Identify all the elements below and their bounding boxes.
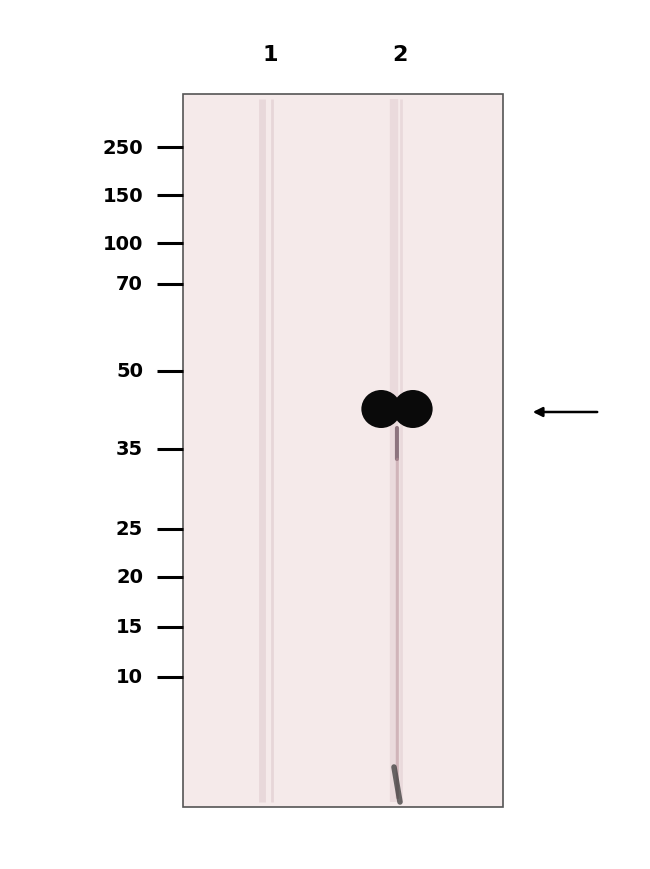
Text: 100: 100 bbox=[103, 235, 143, 253]
Ellipse shape bbox=[393, 390, 433, 428]
Text: 2: 2 bbox=[393, 45, 408, 65]
Bar bbox=[183, 95, 503, 807]
Text: 35: 35 bbox=[116, 440, 143, 459]
Text: 150: 150 bbox=[103, 186, 143, 205]
Text: 25: 25 bbox=[116, 520, 143, 539]
Text: 70: 70 bbox=[116, 275, 143, 295]
Text: 250: 250 bbox=[103, 138, 143, 157]
Text: 20: 20 bbox=[116, 567, 143, 587]
Text: 1: 1 bbox=[262, 45, 278, 65]
Text: 10: 10 bbox=[116, 667, 143, 687]
Ellipse shape bbox=[361, 390, 401, 428]
Text: 50: 50 bbox=[116, 362, 143, 381]
Text: 15: 15 bbox=[116, 618, 143, 637]
Bar bbox=[383, 398, 411, 421]
